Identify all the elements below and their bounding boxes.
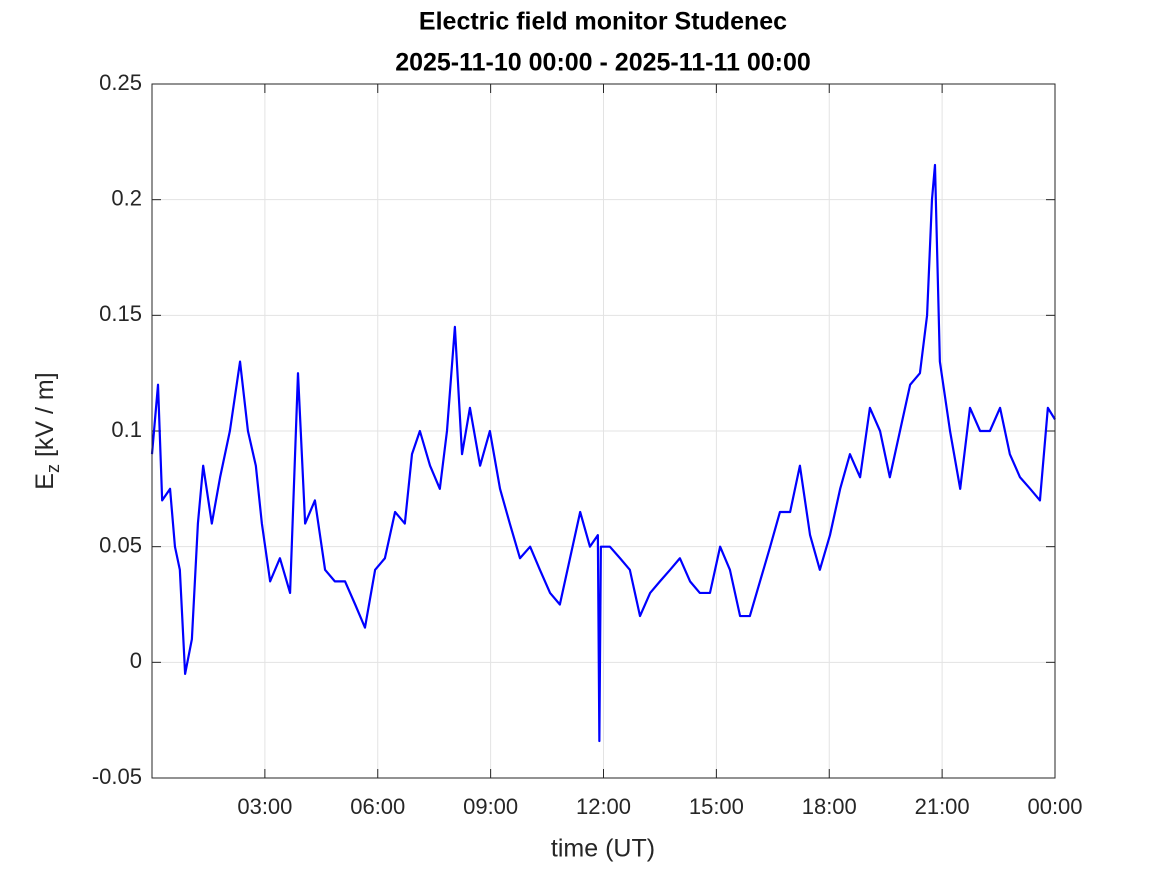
y-axis-label: Ez [kV / m] [31,372,63,489]
y-tick-label: 0 [130,648,142,673]
y-tick-label: 0.05 [99,532,142,557]
x-tick-label: 21:00 [915,794,970,819]
x-tick-label: 15:00 [689,794,744,819]
chart-title: Electric field monitor Studenec [419,8,787,36]
x-tick-label: 09:00 [463,794,518,819]
data-line [150,163,1056,743]
x-tick-label: 06:00 [350,794,405,819]
plot-frame [151,83,1056,779]
y-tick-label: 0.25 [99,70,142,95]
y-tick-label: 0.15 [99,301,142,326]
y-label-rest: [kV / m] [31,372,59,464]
y-label-sub: z [43,464,63,473]
chart-subtitle: 2025-11-10 00:00 - 2025-11-11 00:00 [395,49,811,77]
y-tick-label: 0.1 [111,417,142,442]
x-tick-label: 03:00 [237,794,292,819]
y-tick-label: -0.05 [92,764,142,789]
y-tick-label: 0.2 [111,185,142,210]
x-tick-label: 12:00 [576,794,631,819]
x-tick-label: 00:00 [1027,794,1082,819]
x-axis-label: time (UT) [551,835,655,863]
y-label-main: E [31,473,59,490]
x-tick-label: 18:00 [802,794,857,819]
